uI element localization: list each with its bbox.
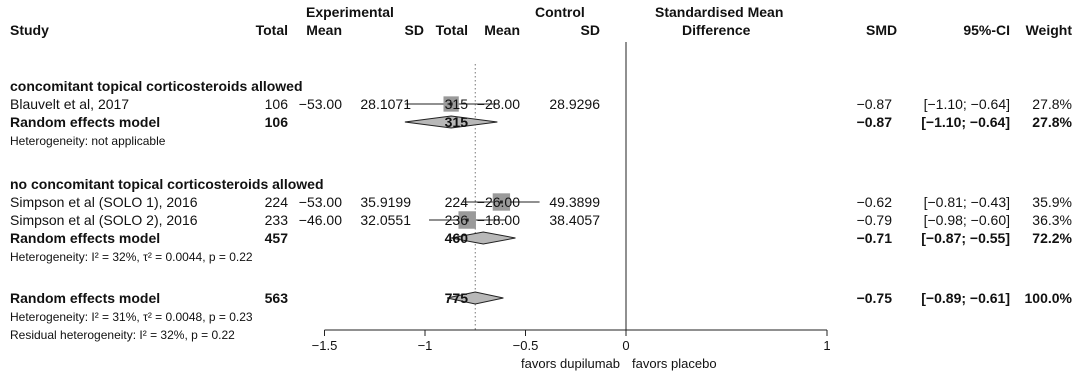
x-tick-label: −1.5 [312, 338, 338, 353]
study-name: Blauvelt et al, 2017 [10, 96, 130, 112]
weight-value: 27.8% [1032, 96, 1072, 112]
favors-right-label: favors placebo [632, 356, 717, 371]
total-e: 233 [264, 212, 288, 228]
total-c: 775 [444, 290, 468, 306]
smd-value: −0.79 [856, 212, 892, 228]
mean-c: −28.00 [476, 96, 520, 112]
total-e: 224 [264, 194, 288, 210]
total-e: 106 [264, 96, 288, 112]
header-experimental: Experimental [306, 4, 394, 20]
weight-value: 36.3% [1032, 212, 1072, 228]
sd-e: 32.0551 [360, 212, 411, 228]
sd-c: 49.3899 [549, 194, 600, 210]
weight-value: 35.9% [1032, 194, 1072, 210]
weight-value: 72.2% [1032, 230, 1072, 246]
x-tick-label: −1 [418, 338, 433, 353]
header-ci: 95%-CI [963, 22, 1010, 38]
point-estimate [465, 218, 469, 222]
total-e: 106 [264, 114, 288, 130]
total-c: 460 [444, 230, 468, 246]
heterogeneity-text: Heterogeneity: I² = 31%, τ² = 0.0048, p … [10, 310, 253, 324]
smd-value: −0.71 [856, 230, 892, 246]
header-sd-e: SD [404, 22, 424, 38]
weight-value: 27.8% [1032, 114, 1072, 130]
x-tick-label: −0.5 [513, 338, 539, 353]
total-e: 563 [264, 290, 288, 306]
mean-e: −53.00 [298, 96, 342, 112]
ci-value: [−0.81; −0.43] [923, 194, 1010, 210]
header-sd-c: SD [580, 22, 600, 38]
x-tick-label: 1 [823, 338, 830, 353]
x-tick-label: 0 [622, 338, 629, 353]
overall-label: Random effects model [10, 290, 161, 306]
pooled-diamond [447, 291, 504, 305]
point-estimate [499, 200, 503, 204]
total-e: 457 [264, 230, 288, 246]
smd-value: −0.75 [856, 290, 892, 306]
weight-value: 100.0% [1024, 290, 1072, 306]
mean-c: −26.00 [476, 194, 520, 210]
header-mean-e: Mean [306, 22, 342, 38]
group-title: concomitant topical corticosteroids allo… [10, 78, 303, 94]
sd-c: 28.9296 [549, 96, 600, 112]
group-title: no concomitant topical corticosteroids a… [10, 176, 324, 192]
mean-e: −53.00 [298, 194, 342, 210]
header-total-e: Total [255, 22, 288, 38]
ci-value: [−1.10; −0.64] [921, 114, 1010, 130]
pooled-diamond [404, 115, 498, 129]
favors-left-label: favors dupilumab [521, 356, 620, 371]
point-estimate [449, 102, 453, 106]
study-name: Simpson et al (SOLO 2), 2016 [10, 212, 198, 228]
mean-e: −46.00 [298, 212, 342, 228]
header-control: Control [535, 4, 585, 20]
total-c: 236 [444, 212, 468, 228]
header-smd: SMD [866, 22, 898, 38]
smd-value: −0.62 [856, 194, 892, 210]
header-smd-line1: Standardised Mean [655, 4, 784, 20]
total-c: 315 [444, 96, 468, 112]
mean-c: −18.00 [476, 212, 520, 228]
total-c: 315 [444, 114, 468, 130]
smd-value: −0.87 [856, 114, 892, 130]
ci-value: [−1.10; −0.64] [923, 96, 1010, 112]
header-study: Study [10, 22, 49, 38]
ci-value: [−0.87; −0.55] [921, 230, 1010, 246]
pooled-diamond [451, 231, 516, 245]
sd-c: 38.4057 [549, 212, 600, 228]
residual-heterogeneity-text: Residual heterogeneity: I² = 32%, p = 0.… [10, 328, 235, 342]
header-smd-line2: Difference [682, 22, 751, 38]
header-weight: Weight [1025, 22, 1072, 38]
heterogeneity-text: Heterogeneity: I² = 32%, τ² = 0.0044, p … [10, 250, 253, 264]
sd-e: 35.9199 [360, 194, 411, 210]
smd-value: −0.87 [856, 96, 892, 112]
study-name: Simpson et al (SOLO 1), 2016 [10, 194, 198, 210]
ci-value: [−0.98; −0.60] [923, 212, 1010, 228]
sd-e: 28.1071 [360, 96, 411, 112]
header-mean-c: Mean [484, 22, 520, 38]
ci-value: [−0.89; −0.61] [921, 290, 1010, 306]
header-total-c: Total [435, 22, 468, 38]
model-label: Random effects model [10, 230, 161, 246]
model-label: Random effects model [10, 114, 161, 130]
heterogeneity-text: Heterogeneity: not applicable [10, 134, 166, 148]
total-c: 224 [444, 194, 468, 210]
